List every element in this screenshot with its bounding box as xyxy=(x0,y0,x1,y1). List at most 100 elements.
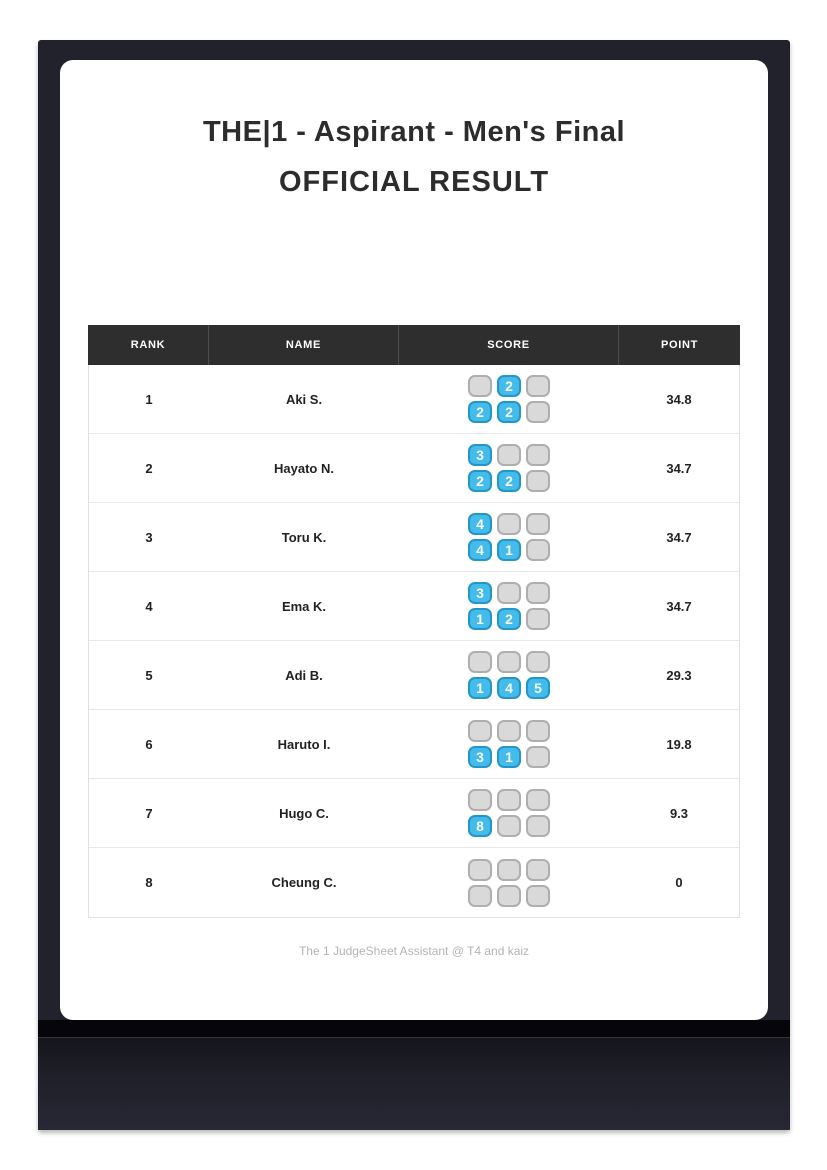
table-row: 3 Toru K. 4 4 1 34.7 xyxy=(89,503,739,572)
score-chip-empty xyxy=(497,651,521,673)
name-cell: Ema K. xyxy=(281,598,327,614)
footer-credit: The 1 JudgeSheet Assistant @ T4 and kaiz xyxy=(298,944,530,958)
point-cell: 34.7 xyxy=(666,460,692,476)
table-row: 8 Cheung C. 0 xyxy=(89,848,739,917)
score-chip-empty xyxy=(497,884,521,907)
header-rank: RANK xyxy=(130,339,166,351)
tablet-frame: THE|1 - Aspirant - Men's Final OFFICIAL … xyxy=(38,40,790,1130)
screen: THE|1 - Aspirant - Men's Final OFFICIAL … xyxy=(60,60,768,1020)
score-chip-empty xyxy=(526,858,550,881)
score-chip-filled: 4 xyxy=(497,677,521,699)
score-chip-empty xyxy=(526,746,550,768)
table-row: 6 Haruto I. 3 1 19.8 xyxy=(89,710,739,779)
name-cell: Cheung C. xyxy=(271,875,337,890)
score-chip-filled: 2 xyxy=(497,470,521,492)
page-title: THE|1 - Aspirant - Men's Final xyxy=(202,116,626,148)
score-chip-empty xyxy=(526,720,550,742)
table-row: 2 Hayato N. 3 2 2 34.7 xyxy=(89,434,739,503)
score-chip-empty xyxy=(526,582,550,604)
score-chip-empty xyxy=(497,513,521,535)
rank-cell: 2 xyxy=(145,460,153,476)
table-row: 7 Hugo C. 8 9.3 xyxy=(89,779,739,848)
score-chip-filled: 1 xyxy=(468,608,492,630)
score-chip-filled: 2 xyxy=(468,470,492,492)
table-row: 5 Adi B. 1 4 5 29.3 xyxy=(89,641,739,710)
score-chip-empty xyxy=(526,651,550,673)
score-chip-empty xyxy=(468,858,492,881)
score-cell xyxy=(399,848,619,917)
point-cell: 34.7 xyxy=(666,529,692,545)
score-chip-empty xyxy=(497,720,521,742)
header-point: POINT xyxy=(618,325,740,365)
score-chip-empty xyxy=(526,608,550,630)
score-chip-filled: 3 xyxy=(468,444,492,466)
point-cell: 34.7 xyxy=(666,598,692,614)
rank-cell: 3 xyxy=(145,529,153,545)
point-cell: 29.3 xyxy=(666,667,692,683)
score-chip-filled: 1 xyxy=(468,677,492,699)
score-cell: 8 xyxy=(399,779,619,847)
score-chip-empty xyxy=(468,789,492,811)
score-chip-empty xyxy=(497,582,521,604)
rank-cell: 8 xyxy=(145,875,153,890)
score-chip-empty xyxy=(526,789,550,811)
point-cell: 9.3 xyxy=(669,805,689,821)
name-cell: Hayato N. xyxy=(274,460,334,476)
score-chip-empty xyxy=(526,401,550,423)
results-table: RANK NAME SCORE POINT 1 Aki S. 2 2 2 34.8 2 Hay… xyxy=(88,325,740,918)
score-chip-filled: 8 xyxy=(468,815,492,837)
score-chip-filled: 3 xyxy=(468,582,492,604)
page-subtitle: OFFICIAL RESULT xyxy=(278,166,550,198)
results-body: 1 Aki S. 2 2 2 34.8 2 Hayato N. 3 2 2 34.7 3 Toru K. 4… xyxy=(88,365,740,918)
score-chip-filled: 1 xyxy=(497,746,521,768)
score-chip-filled: 5 xyxy=(526,677,550,699)
score-chip-empty xyxy=(468,884,492,907)
score-chip-filled: 1 xyxy=(497,539,521,561)
score-chip-empty xyxy=(526,470,550,492)
score-chip-filled: 4 xyxy=(468,539,492,561)
score-chip-filled: 2 xyxy=(497,608,521,630)
score-chip-empty xyxy=(526,444,550,466)
score-chip-filled: 4 xyxy=(468,513,492,535)
score-chip-empty xyxy=(526,513,550,535)
score-chip-empty xyxy=(497,858,521,881)
score-grid: 8 xyxy=(468,789,550,837)
score-chip-filled: 3 xyxy=(468,746,492,768)
header-name: NAME xyxy=(208,325,398,365)
rank-cell: 6 xyxy=(145,736,153,752)
table-row: 1 Aki S. 2 2 2 34.8 xyxy=(89,365,739,434)
score-chip-filled: 2 xyxy=(468,401,492,423)
header-score: SCORE xyxy=(398,325,618,365)
score-chip-empty xyxy=(497,444,521,466)
score-chip-empty xyxy=(468,375,492,397)
table-header-row: RANK NAME SCORE POINT xyxy=(88,325,740,365)
table-row: 4 Ema K. 3 1 2 34.7 xyxy=(89,572,739,641)
rank-cell: 7 xyxy=(145,805,153,821)
score-chip-empty xyxy=(468,651,492,673)
rank-cell: 4 xyxy=(145,598,153,614)
score-chip-empty xyxy=(526,815,550,837)
score-grid xyxy=(468,858,550,907)
name-cell: Hugo C. xyxy=(279,805,329,821)
score-chip-filled: 2 xyxy=(497,401,521,423)
score-chip-empty xyxy=(526,884,550,907)
name-cell: Toru K. xyxy=(281,529,327,545)
score-chip-filled: 2 xyxy=(497,375,521,397)
score-chip-empty xyxy=(497,789,521,811)
name-cell: Adi B. xyxy=(285,667,323,683)
point-cell: 19.8 xyxy=(666,736,692,752)
name-cell: Aki S. xyxy=(285,391,323,407)
point-cell: 34.8 xyxy=(666,391,692,407)
score-chip-empty xyxy=(468,720,492,742)
